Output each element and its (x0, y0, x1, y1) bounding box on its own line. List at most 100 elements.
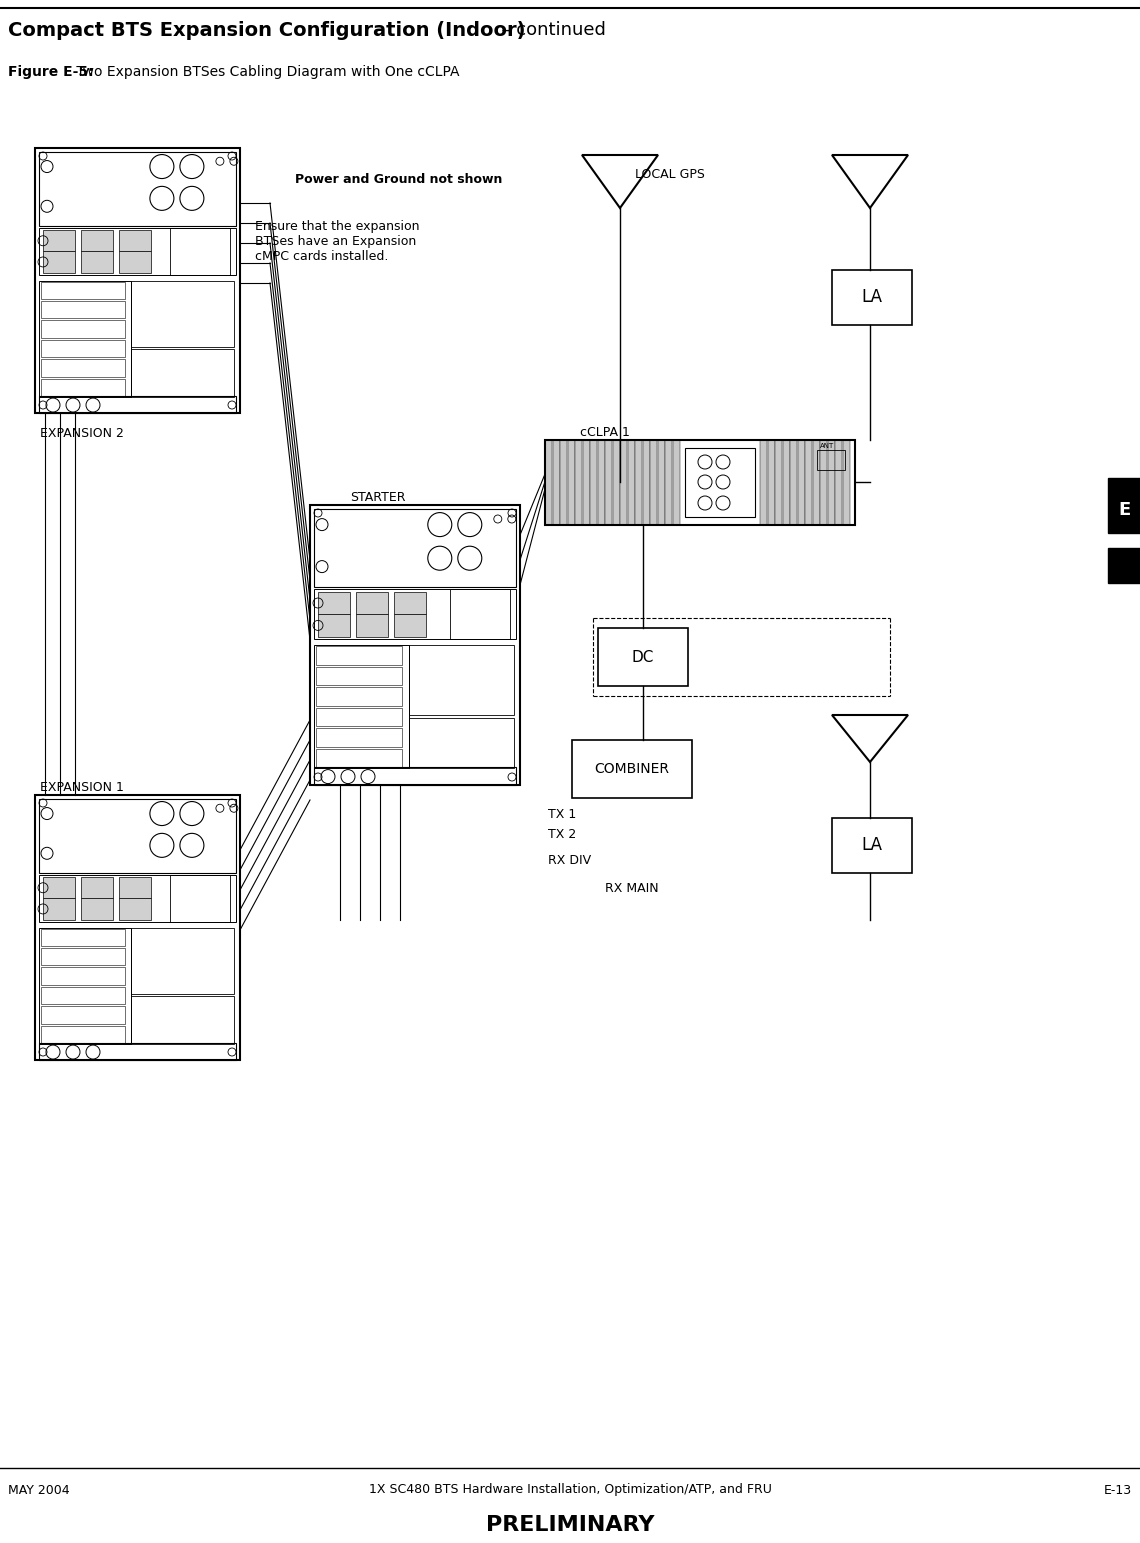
Bar (170, 875, 230, 923)
Text: TX 1: TX 1 (548, 809, 576, 821)
Bar (119, 876, 150, 898)
Bar (635, 440, 642, 525)
Bar (394, 614, 426, 637)
Bar (41, 301, 125, 318)
Bar (627, 440, 635, 525)
Bar (394, 593, 426, 614)
Bar (828, 440, 834, 525)
Bar (119, 230, 150, 252)
Bar (41, 967, 125, 984)
Bar (35, 795, 241, 1060)
Bar (119, 252, 150, 273)
Bar (832, 270, 912, 326)
Bar (316, 667, 402, 685)
Bar (39, 153, 236, 227)
Bar (760, 440, 767, 525)
Text: – continued: – continued (490, 22, 605, 39)
Bar (591, 440, 597, 525)
Bar (805, 440, 812, 525)
Bar (409, 645, 514, 714)
Text: DC: DC (632, 650, 654, 665)
Bar (817, 451, 845, 471)
Bar (310, 505, 520, 785)
Text: LA: LA (862, 289, 882, 306)
Text: EXPANSION 1: EXPANSION 1 (40, 781, 124, 795)
Bar (41, 929, 125, 946)
Bar (685, 447, 755, 517)
Bar (39, 395, 236, 414)
Bar (318, 593, 350, 614)
Bar (775, 440, 782, 525)
Bar (450, 589, 510, 639)
Bar (356, 593, 388, 614)
Bar (39, 927, 131, 1045)
Text: E: E (1118, 501, 1130, 518)
Bar (39, 799, 236, 873)
Bar (597, 440, 604, 525)
Text: PRELIMINARY: PRELIMINARY (486, 1515, 654, 1535)
Bar (620, 440, 627, 525)
Bar (119, 898, 150, 920)
Text: cCLPA 1: cCLPA 1 (580, 426, 630, 440)
Text: STARTER: STARTER (350, 491, 406, 505)
Bar (583, 440, 589, 525)
Bar (658, 440, 665, 525)
Bar (39, 281, 131, 397)
Bar (813, 440, 820, 525)
Bar (131, 281, 234, 347)
Bar (643, 440, 650, 525)
Text: EXPANSION 2: EXPANSION 2 (40, 427, 124, 440)
Bar (131, 349, 234, 397)
Text: E-13: E-13 (1104, 1483, 1132, 1497)
Bar (316, 647, 402, 665)
Bar (39, 875, 236, 923)
Text: TX 2: TX 2 (548, 829, 576, 841)
Text: 1X SC480 BTS Hardware Installation, Optimization/ATP, and FRU: 1X SC480 BTS Hardware Installation, Opti… (368, 1483, 772, 1497)
Bar (39, 1043, 236, 1060)
Bar (43, 230, 75, 252)
Bar (782, 440, 790, 525)
Text: MAY 2004: MAY 2004 (8, 1483, 70, 1497)
Bar (131, 997, 234, 1045)
Bar (81, 898, 113, 920)
Bar (41, 1026, 125, 1043)
Bar (43, 252, 75, 273)
Bar (650, 440, 657, 525)
Bar (598, 628, 689, 687)
Bar (316, 687, 402, 705)
Bar (568, 440, 575, 525)
Bar (131, 927, 234, 994)
Bar (41, 1006, 125, 1023)
Text: LOCAL GPS: LOCAL GPS (635, 168, 705, 182)
Bar (41, 360, 125, 376)
Text: ANT: ANT (820, 443, 834, 449)
Bar (41, 988, 125, 1004)
Bar (41, 947, 125, 966)
Text: Power and Ground not shown: Power and Ground not shown (295, 173, 503, 187)
Bar (41, 339, 125, 358)
Text: Figure E-5:: Figure E-5: (8, 65, 93, 79)
Bar (39, 227, 236, 275)
Text: Ensure that the expansion
BTSes have an Expansion
cMPC cards installed.: Ensure that the expansion BTSes have an … (255, 221, 420, 262)
Bar (842, 440, 849, 525)
Bar (41, 378, 125, 397)
Text: Two Expansion BTSes Cabling Diagram with One cCLPA: Two Expansion BTSes Cabling Diagram with… (72, 65, 459, 79)
Bar (316, 748, 402, 767)
Bar (409, 717, 514, 768)
Bar (572, 741, 692, 798)
Bar (820, 440, 826, 525)
Bar (41, 281, 125, 299)
Bar (575, 440, 583, 525)
Text: RX MAIN: RX MAIN (605, 883, 659, 895)
Text: COMBINER: COMBINER (594, 762, 669, 776)
Bar (545, 440, 552, 525)
Bar (673, 440, 679, 525)
Bar (605, 440, 612, 525)
Bar (798, 440, 805, 525)
Bar (314, 589, 516, 639)
Text: LA: LA (862, 836, 882, 853)
Bar (1108, 548, 1140, 583)
Bar (560, 440, 567, 525)
Bar (356, 614, 388, 637)
Bar (316, 728, 402, 747)
